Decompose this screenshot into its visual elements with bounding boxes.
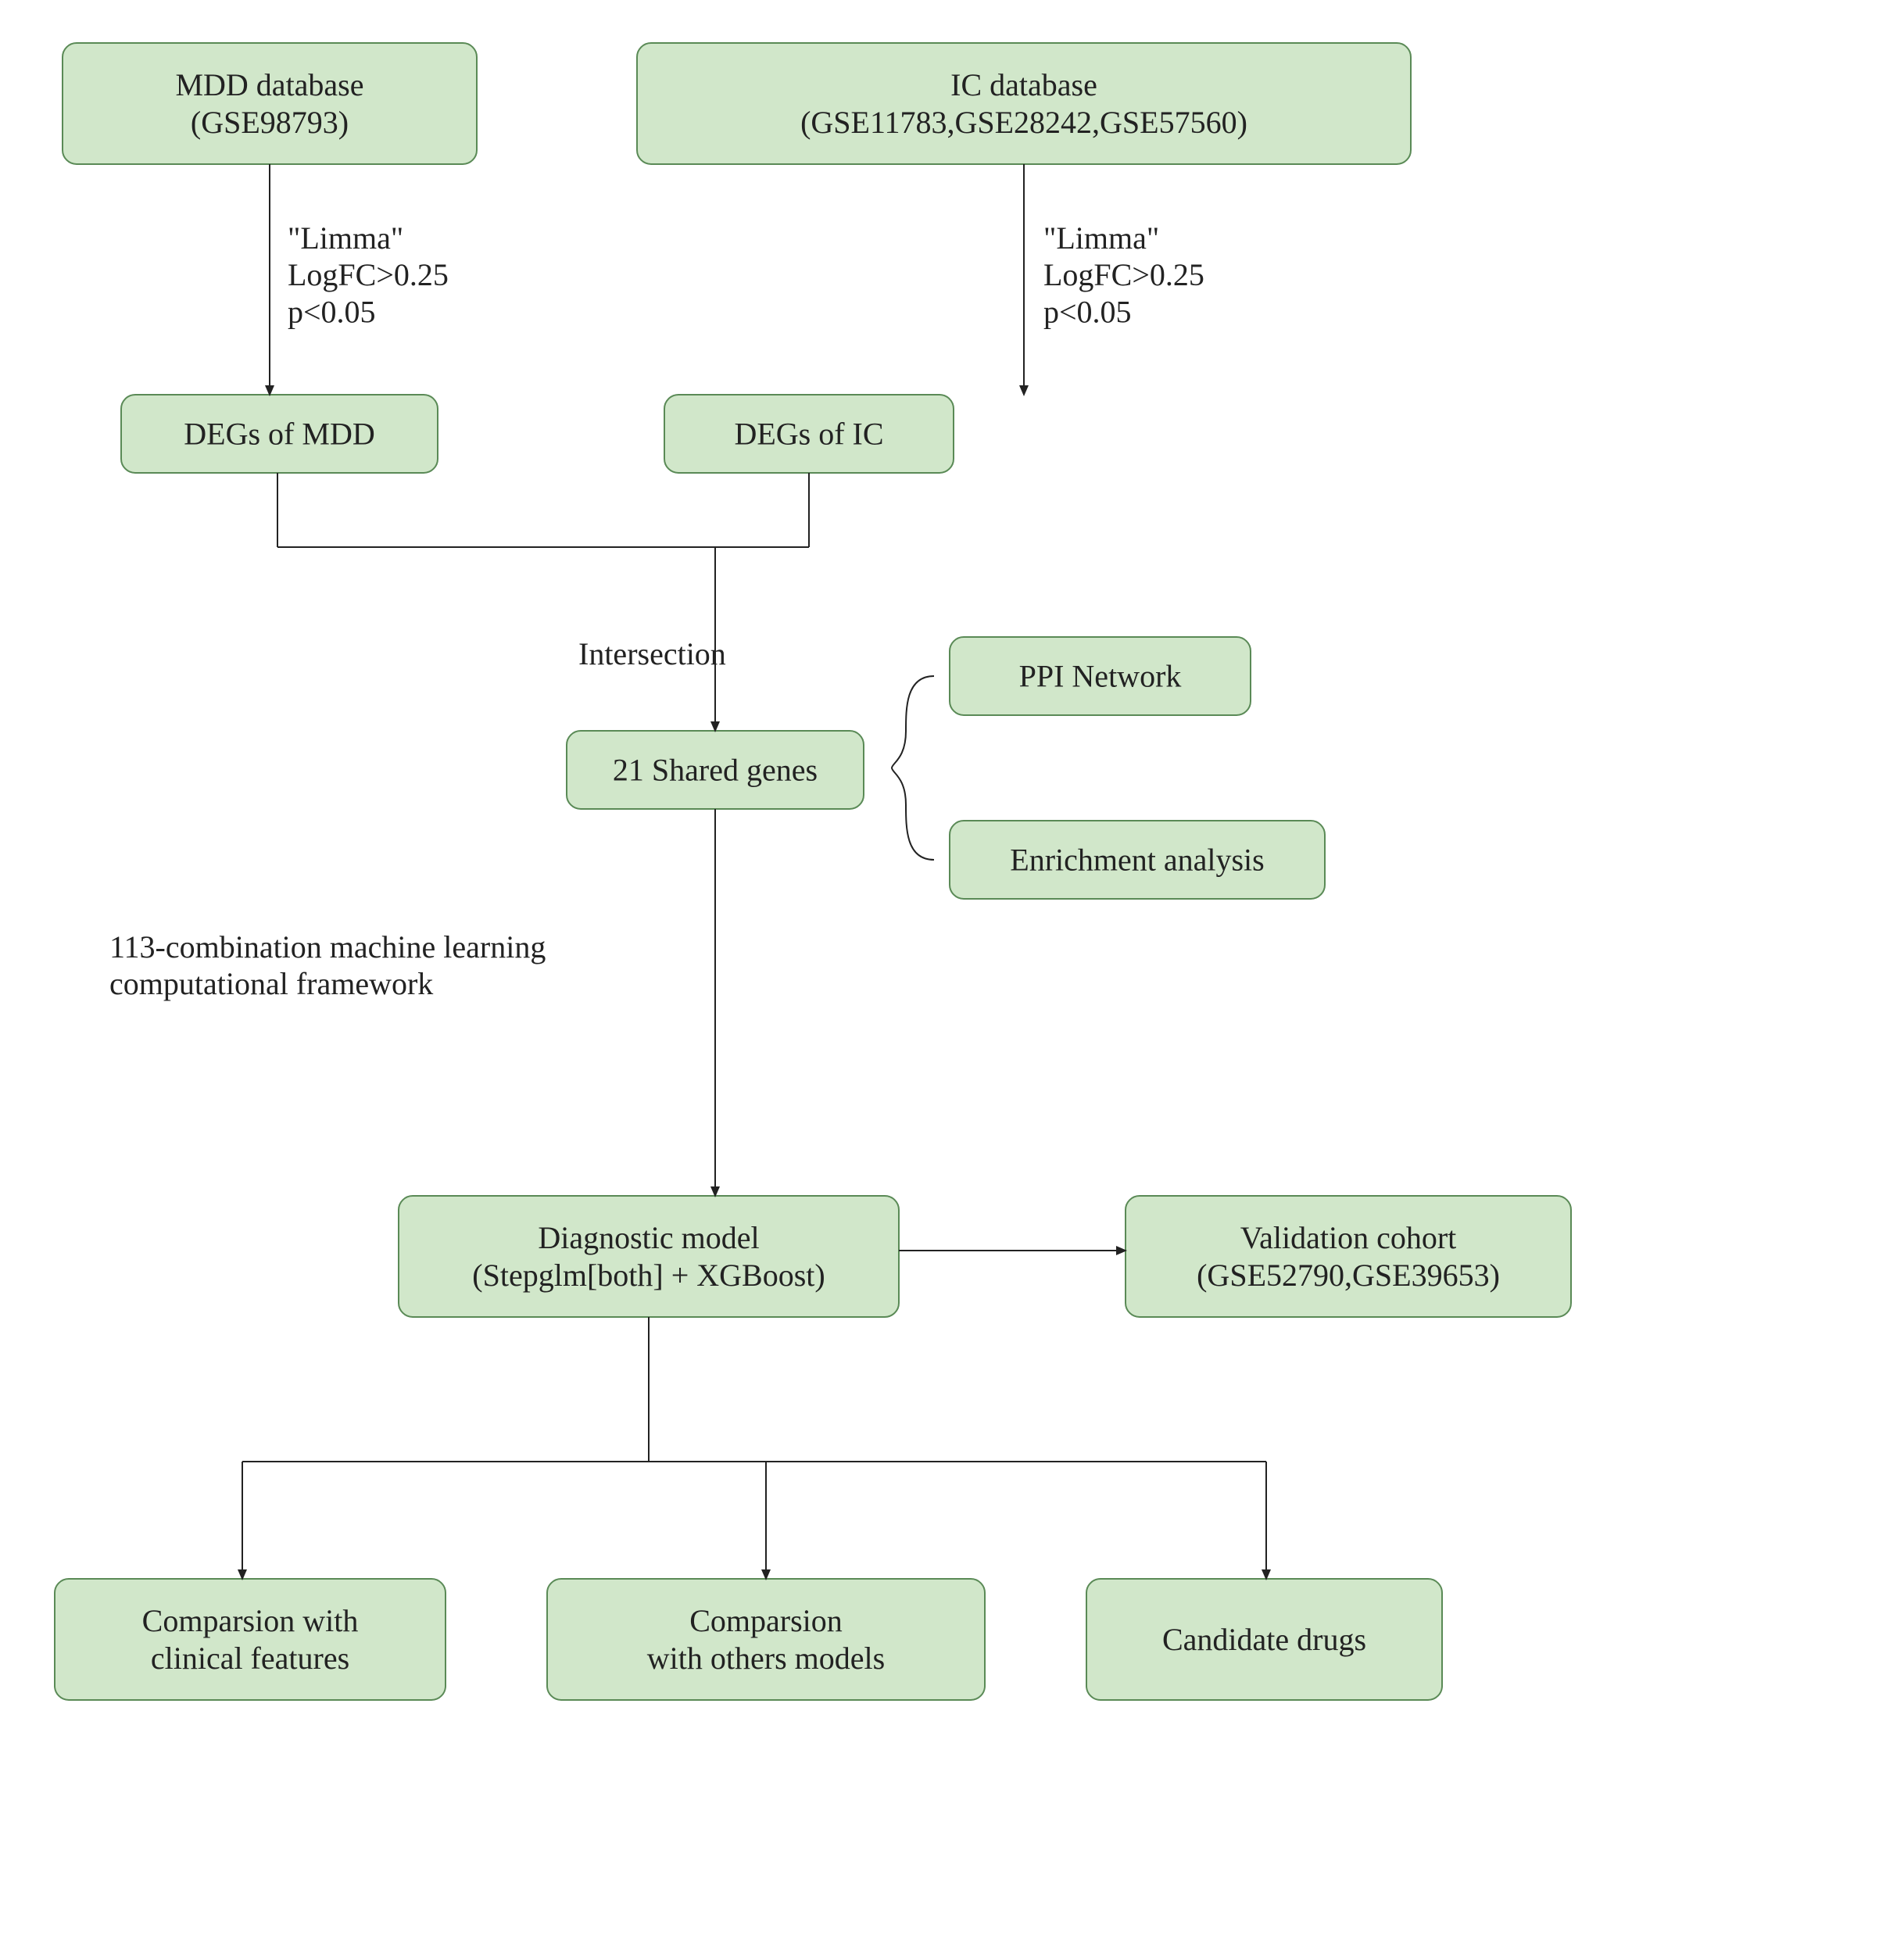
enrich-label: Enrichment analysis [1010,842,1264,877]
b2-label: with others models [647,1641,885,1676]
degs_ic-label: DEGs of IC [734,416,883,451]
ic_db-box [637,43,1411,164]
b1-box [55,1579,446,1700]
valid-box [1126,1196,1571,1317]
ic_arrow-label: "Limma" [1043,220,1159,256]
mdd_db-label: MDD database [175,67,363,102]
mdd_arrow-label: "Limma" [288,220,403,256]
ic_arrow-label: LogFC>0.25 [1043,257,1204,292]
b1-label: Comparsion with [142,1603,359,1638]
mdd_db-label: (GSE98793) [191,105,349,140]
ic_db-label: (GSE11783,GSE28242,GSE57560) [800,105,1247,140]
mdd_db-box [63,43,477,164]
mdd_arrow-label: p<0.05 [288,294,376,329]
ic_db-label: IC database [950,67,1097,102]
intersection-label: Intersection [578,636,726,671]
shared-label: 21 Shared genes [613,752,818,787]
ic_arrow-label: p<0.05 [1043,294,1132,329]
valid-label: Validation cohort [1240,1220,1457,1255]
mdd_arrow-label: LogFC>0.25 [288,257,449,292]
b2-label: Comparsion [689,1603,843,1638]
brace-shared-to-analyses [892,676,934,860]
b3-label: Candidate drugs [1162,1622,1366,1657]
valid-label: (GSE52790,GSE39653) [1197,1258,1500,1293]
ppi-label: PPI Network [1019,658,1182,693]
b2-box [547,1579,985,1700]
model-box [399,1196,899,1317]
model-label: (Stepglm[both] + XGBoost) [472,1258,825,1293]
ml-label: 113-combination machine learning [109,929,546,964]
model-label: Diagnostic model [538,1220,759,1255]
degs_mdd-label: DEGs of MDD [184,416,374,451]
ml-label: computational framework [109,966,433,1001]
b1-label: clinical features [151,1641,349,1676]
